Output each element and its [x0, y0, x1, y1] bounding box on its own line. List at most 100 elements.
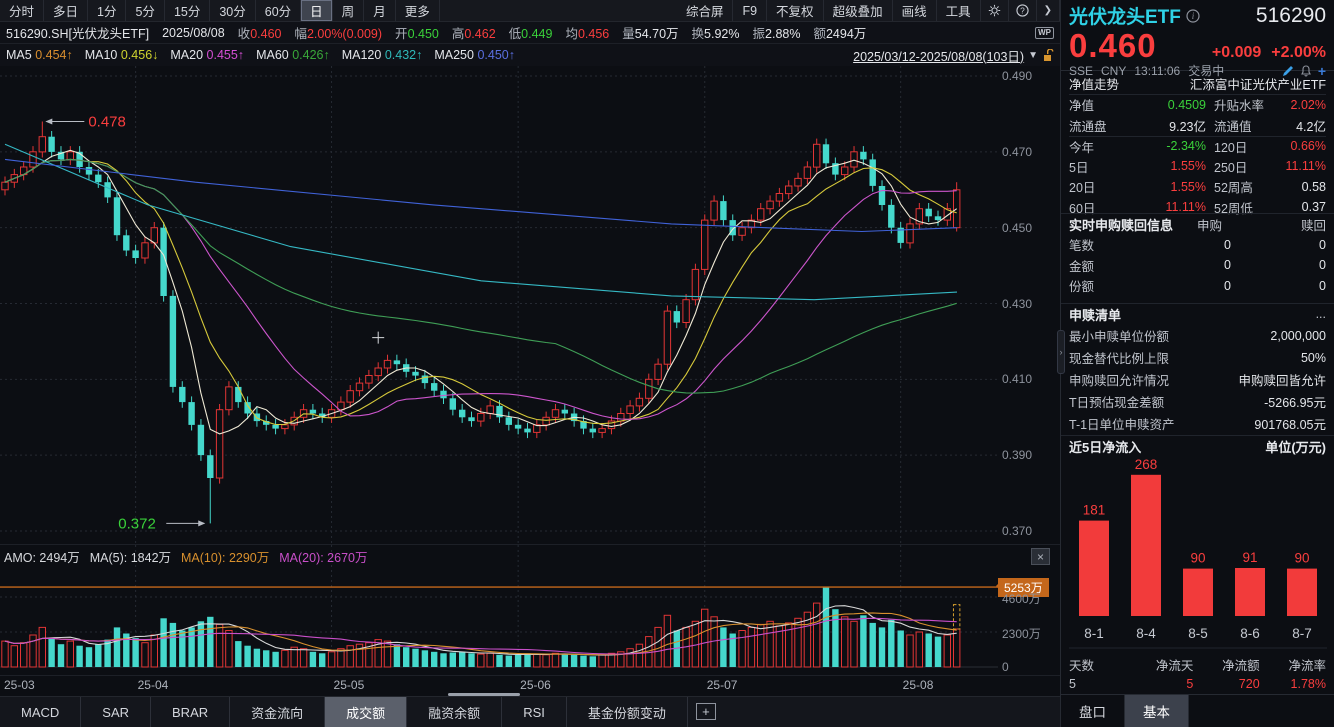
date-range-label[interactable]: 2025/03/12-2025/08/08(103日): [853, 49, 1025, 64]
indicator-tab-SAR[interactable]: SAR: [81, 697, 152, 727]
panel-tab-基本[interactable]: 基本: [1125, 695, 1189, 727]
tool-button-F9[interactable]: F9: [733, 0, 768, 21]
volume-bars: [1, 587, 961, 668]
creation-list-row: T-1日单位申赎资产 901768.05元: [1069, 418, 1326, 432]
plus-icon[interactable]: +: [1317, 62, 1326, 79]
info-icon[interactable]: i: [1186, 8, 1200, 23]
indicator-tab-成交额[interactable]: 成交额: [325, 697, 408, 727]
panel-tab-盘口[interactable]: 盘口: [1061, 695, 1125, 727]
candlestick-chart[interactable]: 0.478 0.372 0.490 0.470 0.450 0.430 0.410 0.3…: [0, 66, 1060, 544]
volume-max-tag: 5253万: [996, 578, 1049, 598]
indicator-tab-MACD[interactable]: MACD: [0, 697, 82, 727]
date-range-control[interactable]: 2025/03/12-2025/08/08(103日) ▼: [853, 46, 1054, 65]
ma-item-ma60: MA60 0.426↑: [256, 48, 330, 62]
period-toolbar: 分时 多日 1分 5分 15分 30分 60分日周月更多 综合屏 F9 不复权 超级叠加 画线 工具?…: [0, 0, 1060, 22]
scrollbar-thumb[interactable]: [448, 693, 520, 696]
subscription-row: 笔数 0 0: [1069, 237, 1326, 254]
inflow-value: 91: [1242, 550, 1257, 565]
more-ellipsis[interactable]: ...: [1315, 307, 1326, 322]
period-tab-月[interactable]: 月: [364, 0, 396, 21]
last-price: 0.460: [1069, 27, 1157, 64]
period-tab-60分[interactable]: 60分: [256, 0, 302, 21]
date-axis-label: 25-04: [137, 678, 169, 692]
quote-field: 均0.456: [565, 27, 610, 41]
subscribe-col-header: 申购: [1197, 218, 1223, 233]
price-axis-label: 0.490: [1002, 69, 1033, 83]
indicator-tab-RSI[interactable]: RSI: [502, 697, 567, 727]
stat-row: 今年 -2.34% 120日 0.66%: [1069, 135, 1326, 157]
period-tab-30分[interactable]: 30分: [210, 0, 256, 21]
wp-icon[interactable]: WP: [1035, 26, 1054, 39]
tool-button-工具[interactable]: 工具: [937, 0, 981, 21]
candlestick-svg: 0.478 0.372: [0, 66, 998, 543]
volume-axis-label: 0: [1002, 660, 1009, 674]
price-change-pct: +2.00%: [1271, 44, 1326, 61]
quote-header: 光伏龙头ETF i 516290 0.460 +0.009 +2.00% SSE…: [1061, 0, 1334, 79]
period-tab-15分[interactable]: 15分: [165, 0, 211, 21]
flow-summary: 天数 净流天 净流额 净流率 5 5 720 1.78%: [1061, 655, 1334, 693]
inflow-category: 8-7: [1292, 626, 1312, 641]
inflow-value: 268: [1135, 458, 1158, 472]
inflow-value: 90: [1190, 551, 1205, 566]
redeem-col-header: 赎回: [1300, 218, 1326, 233]
tool-button-不复权[interactable]: 不复权: [767, 0, 824, 21]
creation-list-row: T日预估现金差额 -5266.95元: [1069, 396, 1326, 410]
quote-field: 516290.SH[光伏龙头ETF]: [6, 27, 150, 41]
close-icon[interactable]: ×: [1031, 548, 1050, 565]
price-axis-label: 0.450: [1002, 220, 1033, 235]
low-annotation: 0.372: [118, 515, 206, 532]
ma-lines: [4, 143, 958, 435]
panel-collapse-handle[interactable]: ›: [1057, 330, 1065, 374]
date-axis-label: 25-05: [333, 678, 365, 692]
ma-item-ma250: MA250 0.450↑: [434, 48, 515, 62]
cross-marker: [372, 331, 385, 344]
period-tab-更多[interactable]: 更多: [396, 0, 440, 21]
net-inflow-section: 近5日净流入 单位(万元): [1061, 435, 1334, 457]
pencil-icon[interactable]: [1282, 65, 1294, 77]
svg-text:0.478: 0.478: [88, 114, 126, 131]
volume-pane[interactable]: AMO: 2494万 MA(5): 1842万 MA(10): 2290万 MA(20…: [0, 544, 1060, 675]
indicator-tab-融资余额[interactable]: 融资余额: [407, 697, 503, 727]
subscription-title: 实时申购赎回信息: [1069, 217, 1174, 233]
ma-item-ma10: MA10 0.456↓: [84, 48, 159, 62]
indicator-tab-BRAR[interactable]: BRAR: [151, 697, 231, 727]
inflow-value: 90: [1294, 551, 1309, 566]
subscription-row: 份额 0 0: [1069, 278, 1326, 295]
ma-item-ma20: MA20 0.455↑: [170, 48, 245, 62]
flow-summary-value: 720: [1238, 676, 1260, 691]
volume-header: AMO: 2494万 MA(5): 1842万 MA(10): 2290万 MA(20…: [4, 547, 367, 566]
price-axis-label: 0.410: [1002, 372, 1033, 387]
period-tab-日[interactable]: 日: [301, 0, 333, 21]
indicator-tab-资金流向[interactable]: 资金流向: [230, 697, 326, 727]
creation-list-row: 申购赎回允许情况 申购赎回皆允许: [1069, 374, 1326, 388]
nav-section-title[interactable]: 净值走势: [1069, 77, 1120, 92]
gear-icon[interactable]: [981, 0, 1009, 21]
quote-field: 2025/08/08: [162, 25, 225, 40]
add-indicator-icon[interactable]: +: [695, 703, 716, 720]
stock-code: 516290: [1255, 3, 1326, 27]
bell-icon[interactable]: [1300, 64, 1312, 77]
quote-field: 低0.449: [508, 27, 553, 41]
period-tab-周[interactable]: 周: [333, 0, 365, 21]
chevron-right-icon[interactable]: ❯: [1037, 0, 1060, 21]
tool-button-超级叠加[interactable]: 超级叠加: [824, 0, 893, 21]
svg-text:i: i: [1192, 11, 1195, 21]
period-tab-1分[interactable]: 1分: [88, 0, 127, 21]
period-tab-分时[interactable]: 分时: [0, 0, 45, 21]
quote-field: 高0.462: [451, 27, 496, 41]
period-tab-多日[interactable]: 多日: [44, 0, 89, 21]
quote-info-bar: 516290.SH[光伏龙头ETF] 2025/08/08 收0.460 幅2.00%…: [0, 22, 1060, 44]
tool-button-画线[interactable]: 画线: [893, 0, 937, 21]
indicator-tab-基金份额变动[interactable]: 基金份额变动: [567, 697, 688, 727]
period-tab-5分[interactable]: 5分: [126, 0, 165, 21]
help-icon[interactable]: ?: [1009, 0, 1037, 21]
tool-button-综合屏[interactable]: 综合屏: [677, 0, 734, 21]
volume-header-item: AMO: 2494万: [4, 551, 80, 565]
nav-section: 净值走势 汇添富中证光伏产业ETF 净值 0.4509 升贴水率 2.02% 流通盘 9.…: [1061, 73, 1334, 218]
flow-summary-header: 净流率: [1288, 659, 1326, 673]
chevron-down-icon[interactable]: ▼: [1028, 49, 1038, 61]
quote-field: 收0.460: [237, 27, 282, 41]
panel-tabs: 盘口 基本: [1061, 694, 1334, 727]
unlock-icon[interactable]: [1042, 48, 1054, 62]
